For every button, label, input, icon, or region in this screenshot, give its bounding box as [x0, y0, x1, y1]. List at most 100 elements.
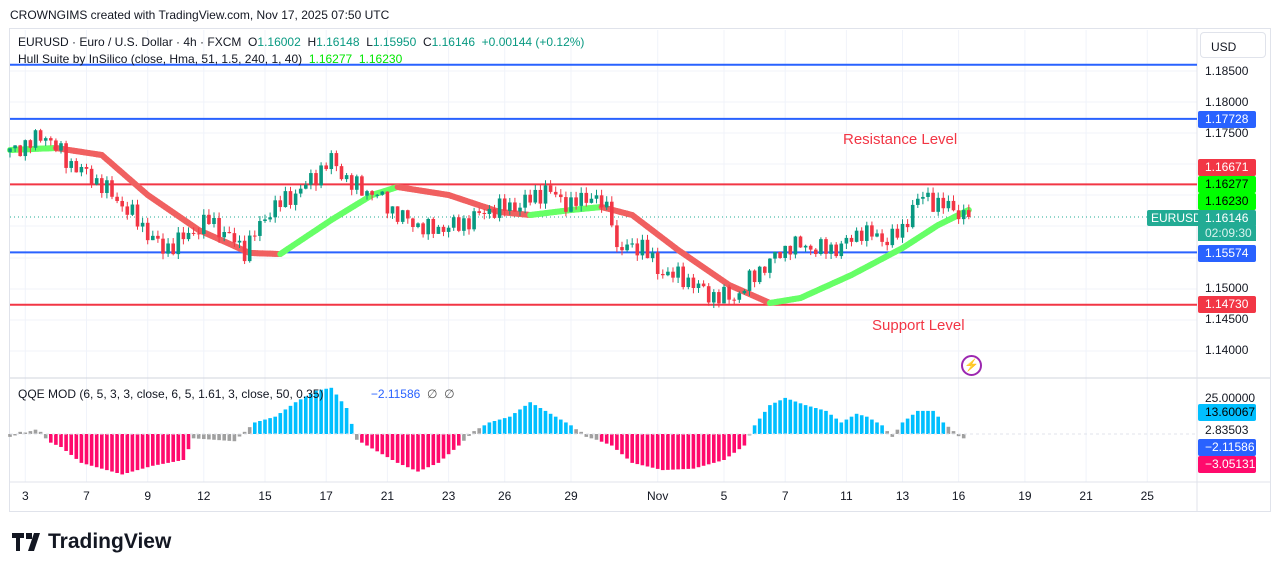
qqe-bar [400, 434, 405, 466]
tradingview-logo[interactable]: TradingView [12, 530, 171, 554]
candle-body [742, 290, 747, 294]
qqe-bar [309, 393, 313, 434]
candle-body [49, 138, 53, 141]
candle-body [808, 245, 813, 250]
candle-body [599, 195, 604, 208]
candle-body [151, 235, 155, 241]
qqe-bar [819, 409, 823, 434]
qqe-bar [916, 410, 920, 434]
date-tick: 16 [951, 489, 966, 503]
candle-body [79, 166, 84, 173]
candle-body [763, 266, 767, 273]
qqe-legend[interactable]: QQE MOD (6, 5, 3, 3, close, 6, 5, 1.61, … [18, 387, 455, 401]
qqe-bar [497, 419, 502, 434]
candle-body [156, 235, 160, 239]
qqe-bar [502, 418, 507, 434]
candle-body [875, 233, 879, 237]
qqe-bar [298, 399, 303, 434]
candle-body [931, 192, 935, 212]
qqe-bar [951, 431, 956, 434]
candle-body [844, 237, 849, 244]
candle-body [186, 232, 191, 240]
qqe-bar [712, 434, 716, 463]
candle-body [375, 194, 379, 196]
qqe-bar [324, 388, 328, 434]
qqe-bar [263, 419, 267, 434]
qqe-bar [492, 421, 497, 434]
qqe-bar [166, 434, 170, 463]
candle-body [344, 175, 349, 180]
qqe-bar [268, 418, 272, 434]
hull-value-2: 1.16230 [358, 52, 403, 66]
candle-body [334, 153, 339, 167]
qqe-bar [156, 434, 160, 465]
candle-body [936, 197, 940, 212]
candle-body [829, 244, 833, 254]
qqe-bar [293, 402, 298, 434]
candle-body [467, 218, 471, 230]
candle-body [910, 204, 915, 228]
qqe-bar [752, 425, 757, 434]
candle-body [946, 200, 951, 209]
qqe-bar [579, 431, 583, 434]
qqe-bar [956, 434, 961, 437]
candle-body [462, 218, 466, 231]
candle-body [819, 239, 823, 255]
qqe-bar [375, 434, 379, 452]
qqe-bar [202, 434, 206, 440]
support-label: Support Level [872, 317, 965, 334]
date-tick: 13 [895, 489, 910, 503]
qqe-bar [339, 401, 344, 434]
qqe-bar [457, 434, 461, 446]
candle-body [834, 244, 838, 257]
qqe-label: −3.05131 [1198, 456, 1256, 473]
hull-title: Hull Suite by InSilico (close, Hma, 51, … [18, 52, 303, 66]
date-tick: 3 [21, 489, 29, 503]
candle-body [84, 166, 89, 169]
candle-body [538, 189, 543, 204]
candle-body [502, 198, 507, 211]
candle-body [890, 228, 895, 246]
lightning-icon[interactable]: ⚡ [961, 355, 982, 376]
qqe-bar [553, 416, 558, 434]
symbol-legend[interactable]: EURUSD · Euro / U.S. Dollar · 4h · FXCM … [18, 35, 584, 49]
qqe-label: 13.60067 [1198, 404, 1256, 421]
qqe-bar [411, 434, 415, 470]
candle-body [865, 225, 869, 241]
qqe-bar [921, 410, 925, 434]
candle-body [712, 292, 716, 303]
qqe-bar [666, 434, 670, 470]
qqe-bar [94, 434, 99, 468]
qqe-bar [100, 434, 104, 469]
qqe-bar [870, 419, 874, 434]
qqe-bar [961, 434, 966, 439]
resistance-label: Resistance Level [843, 131, 958, 148]
qqe-bar [145, 434, 150, 468]
qqe-bar [594, 434, 599, 440]
candle-body [523, 194, 527, 208]
currency-selector[interactable]: USD [1200, 32, 1266, 58]
qqe-bar [604, 434, 609, 444]
candle-body [569, 197, 573, 212]
low-value: 1.15950 [372, 35, 417, 49]
candle-body [508, 202, 512, 211]
hull-legend[interactable]: Hull Suite by InSilico (close, Hma, 51, … [18, 52, 402, 66]
qqe-bar [936, 416, 940, 434]
candle-body [207, 214, 211, 225]
qqe-bar [778, 400, 782, 434]
price-tick: 1.17500 [1205, 126, 1249, 140]
qqe-bar [380, 434, 385, 455]
qqe-bar [84, 434, 89, 465]
candle-body [528, 194, 532, 203]
candle-body [559, 194, 563, 198]
candle-body [615, 225, 619, 248]
candle-body [28, 140, 33, 148]
candle-body [191, 232, 196, 234]
qqe-bar [43, 434, 48, 439]
candle-body [416, 223, 420, 228]
date-tick: 17 [319, 489, 333, 503]
qqe-bar [650, 434, 655, 468]
qqe-value: −2.11586 [370, 387, 421, 401]
qqe-bar [513, 413, 517, 434]
